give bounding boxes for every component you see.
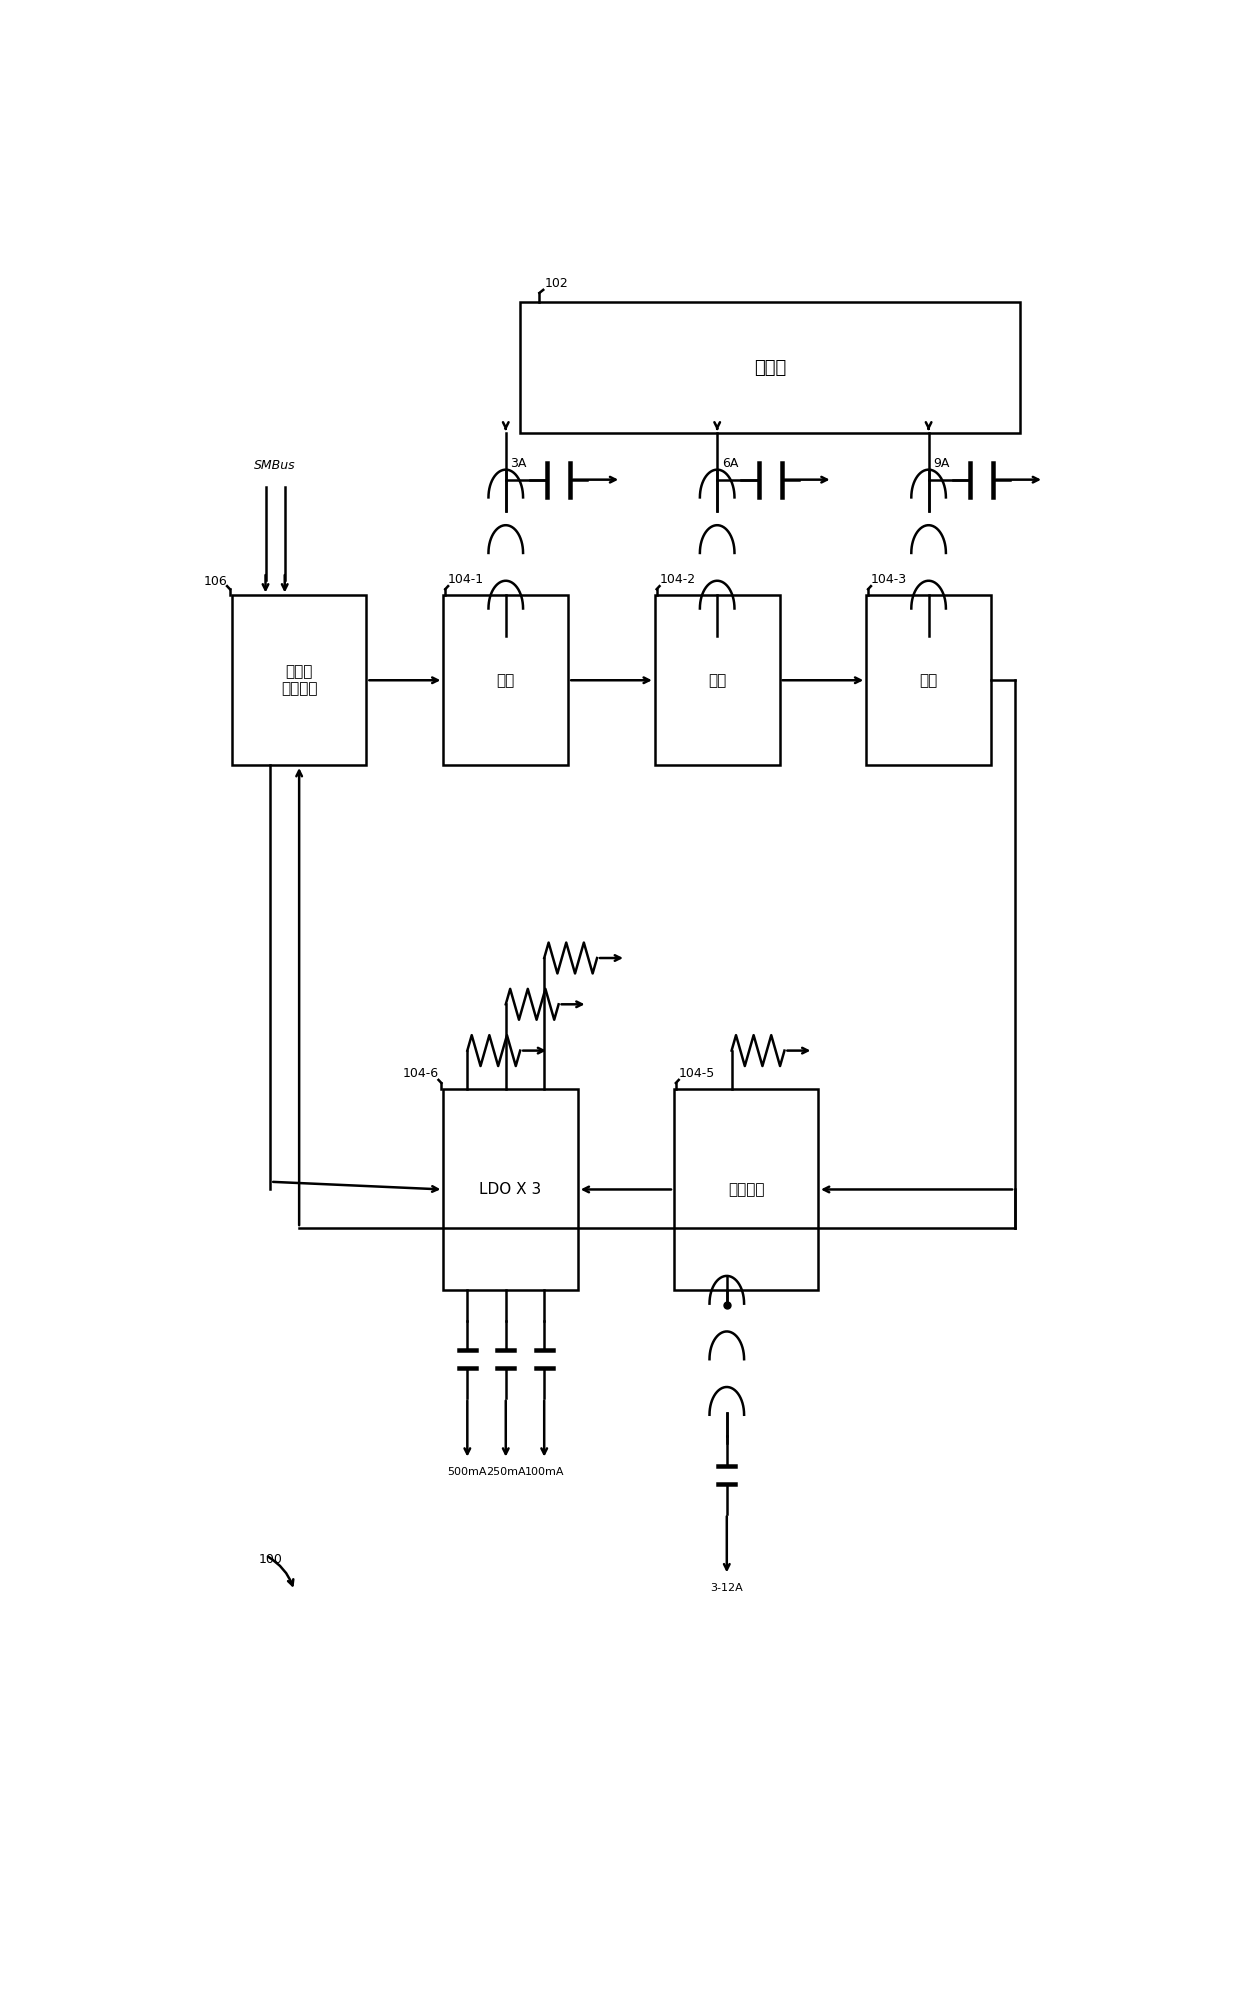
- Text: 104-1: 104-1: [448, 573, 485, 585]
- Text: LDO X 3: LDO X 3: [480, 1182, 542, 1196]
- Bar: [521, 303, 1021, 433]
- Bar: [655, 595, 780, 766]
- Text: 104-6: 104-6: [402, 1066, 439, 1080]
- Text: 102: 102: [544, 277, 568, 291]
- Bar: [444, 1090, 578, 1291]
- Text: 250mA: 250mA: [486, 1467, 526, 1477]
- Text: 电源: 电源: [920, 673, 937, 687]
- Text: 处理器: 处理器: [754, 359, 786, 377]
- Text: 3-12A: 3-12A: [711, 1583, 743, 1593]
- Text: 104-2: 104-2: [660, 573, 696, 585]
- Bar: [444, 595, 568, 766]
- Text: 104-3: 104-3: [870, 573, 908, 585]
- Text: 100: 100: [258, 1553, 283, 1567]
- Text: 104-5: 104-5: [678, 1066, 715, 1080]
- Text: SMBus: SMBus: [254, 459, 296, 473]
- Text: 模拟电源: 模拟电源: [728, 1182, 764, 1196]
- Text: 106: 106: [203, 575, 227, 587]
- Text: 9A: 9A: [934, 457, 950, 471]
- Text: 3A: 3A: [511, 457, 527, 471]
- Text: 6A: 6A: [722, 457, 738, 471]
- Text: 控制器
（母舰）: 控制器 （母舰）: [281, 663, 317, 697]
- Bar: [866, 595, 991, 766]
- Text: 100mA: 100mA: [525, 1467, 564, 1477]
- Text: 电源: 电源: [497, 673, 515, 687]
- Text: 500mA: 500mA: [448, 1467, 487, 1477]
- Bar: [675, 1090, 818, 1291]
- Bar: [232, 595, 367, 766]
- Text: 电源: 电源: [708, 673, 727, 687]
